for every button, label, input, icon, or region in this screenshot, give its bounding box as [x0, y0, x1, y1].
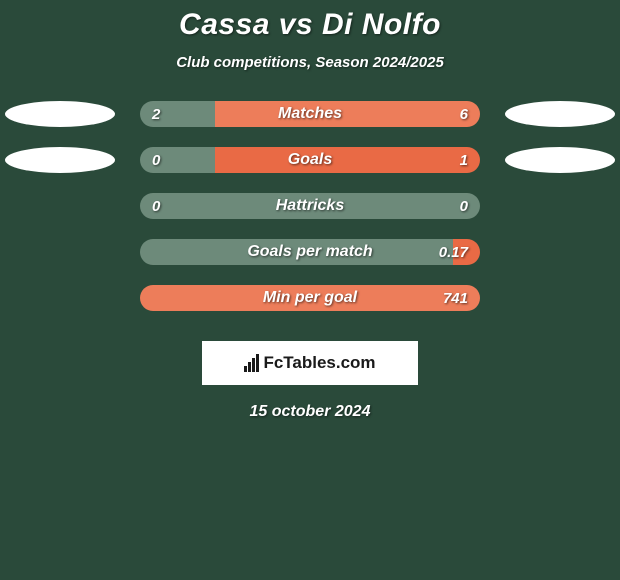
- stat-value-right: 6: [460, 101, 468, 127]
- stat-row: Matches2 6: [0, 101, 620, 147]
- stat-label: Goals per match: [140, 239, 480, 265]
- stat-label: Hattricks: [140, 193, 480, 219]
- stat-value-right: 741: [443, 285, 468, 311]
- comparison-infographic: Cassa vs Di Nolfo Club competitions, Sea…: [0, 0, 620, 580]
- stat-row: Goals per match0.17: [0, 239, 620, 285]
- stat-bar: Min per goal741: [140, 285, 480, 311]
- stat-bar: Hattricks0 0: [140, 193, 480, 219]
- stat-value-left: 2: [152, 101, 160, 127]
- stat-value-left: 0: [152, 147, 160, 173]
- bar-chart-icon: [244, 354, 259, 372]
- player-photo-left: [5, 101, 115, 127]
- stat-row: Hattricks0 0: [0, 193, 620, 239]
- date-label: 15 october 2024: [0, 403, 620, 421]
- stat-label: Min per goal: [140, 285, 480, 311]
- logo-text: FcTables.com: [263, 353, 375, 373]
- stat-value-right: 0.17: [439, 239, 468, 265]
- player-photo-left: [5, 147, 115, 173]
- stat-row: Min per goal741: [0, 285, 620, 331]
- stat-bar: Goals0 1: [140, 147, 480, 173]
- stat-value-right: 0: [460, 193, 468, 219]
- stat-value-left: 0: [152, 193, 160, 219]
- stat-label: Matches: [140, 101, 480, 127]
- subtitle: Club competitions, Season 2024/2025: [0, 54, 620, 71]
- stat-bar: Goals per match0.17: [140, 239, 480, 265]
- stat-value-right: 1: [460, 147, 468, 173]
- page-title: Cassa vs Di Nolfo: [0, 8, 620, 42]
- stat-bar: Matches2 6: [140, 101, 480, 127]
- stat-row: Goals0 1: [0, 147, 620, 193]
- player-photo-right: [505, 101, 615, 127]
- stat-label: Goals: [140, 147, 480, 173]
- fctables-logo: FcTables.com: [202, 341, 418, 385]
- player-photo-right: [505, 147, 615, 173]
- stats-rows: Matches26Goals01Hattricks00Goals per mat…: [0, 101, 620, 331]
